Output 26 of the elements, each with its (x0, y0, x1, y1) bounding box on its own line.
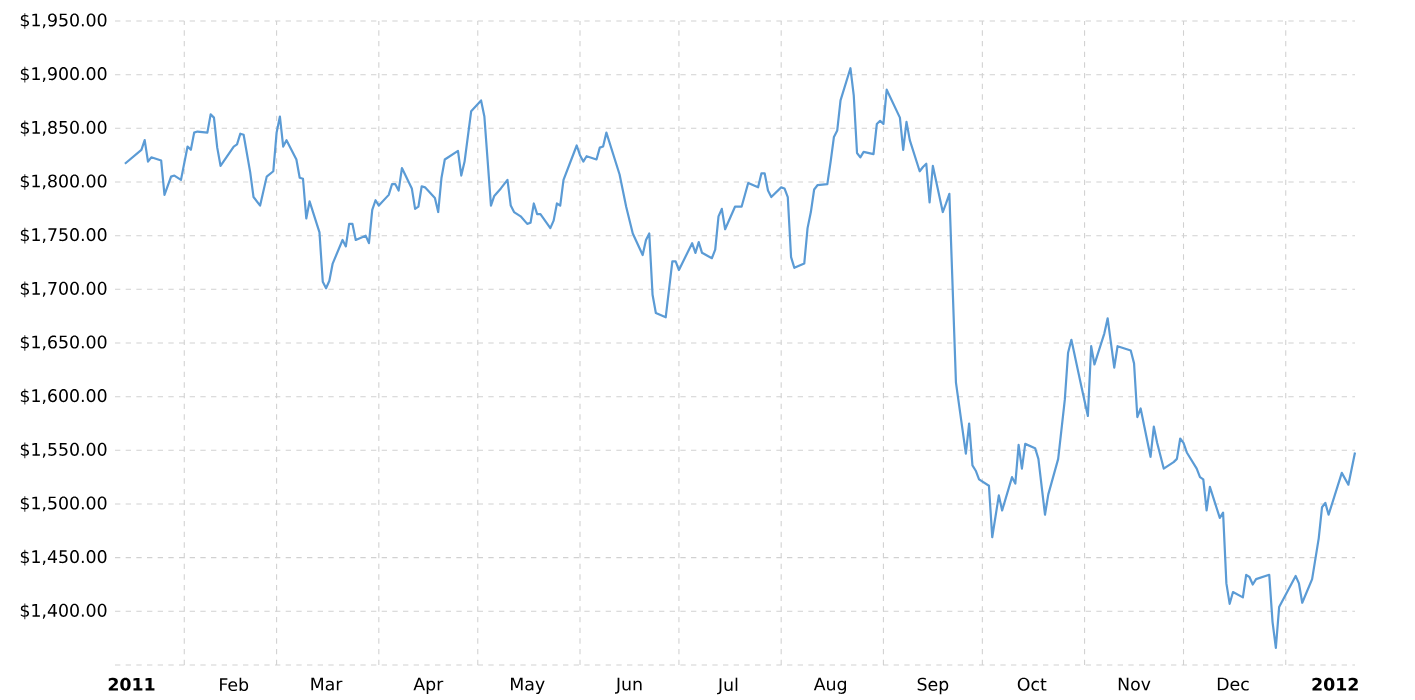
y-tick-label: $1,800.00 (20, 174, 107, 190)
y-tick-label: $1,700.00 (20, 281, 107, 298)
x-tick-label: Aug (813, 677, 846, 694)
x-tick-label: Feb (220, 677, 249, 692)
x-tick-label: Jul (717, 677, 738, 695)
y-tick-label: $1,900.00 (20, 66, 107, 83)
x-tick-label: Apr (413, 677, 444, 694)
line-series (123, 67, 1357, 649)
x-tick-label: Sep (917, 677, 949, 695)
y-tick-label: $1,400.00 (20, 603, 107, 620)
y-tick-label: $1,750.00 (20, 227, 107, 244)
y-tick-label: $1,500.00 (20, 496, 107, 512)
x-tick-label: 2012 (1312, 677, 1358, 691)
x-tick-label: 2011 (108, 677, 155, 691)
y-tick-label: $1,850.00 (20, 120, 107, 137)
x-tick-label: Mar (311, 677, 343, 691)
y-tick-label: $1,650.00 (20, 335, 107, 351)
y-tick-label: $1,950.00 (20, 13, 107, 29)
x-tick-label: Jun (615, 677, 642, 694)
y-tick-label: $1,450.00 (20, 549, 107, 566)
x-tick-label: Oct (1017, 677, 1047, 691)
x-tick-label: May (511, 677, 545, 694)
x-tick-label: Nov (1118, 677, 1151, 691)
y-tick-label: $1,550.00 (20, 442, 107, 459)
x-tick-label: Dec (1217, 677, 1249, 691)
y-tick-label: $1,600.00 (20, 388, 107, 405)
